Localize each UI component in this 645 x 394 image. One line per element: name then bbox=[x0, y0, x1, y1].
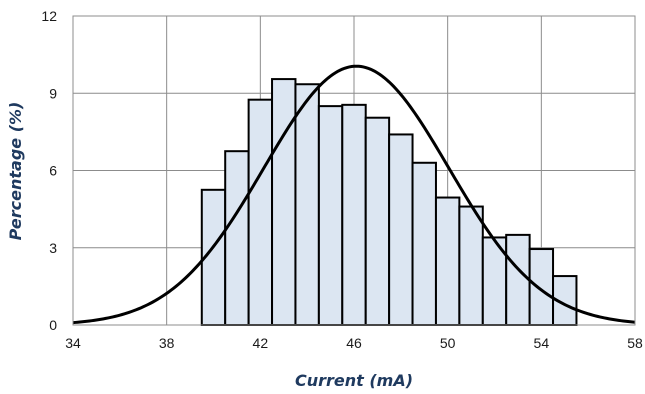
y-tick-label: 6 bbox=[49, 163, 57, 179]
y-axis-title: Percentage (%) bbox=[6, 102, 25, 241]
x-axis-title: Current (mA) bbox=[295, 371, 413, 390]
x-tick-label: 54 bbox=[534, 335, 550, 351]
x-tick-label: 50 bbox=[440, 335, 456, 351]
histogram-bar bbox=[411, 161, 437, 326]
y-tick-label: 9 bbox=[49, 85, 57, 101]
histogram-bar bbox=[434, 196, 461, 327]
x-tick-label: 46 bbox=[346, 335, 362, 351]
x-axis-ticks: 34 38 42 46 50 54 58 bbox=[65, 335, 643, 351]
histogram-bar bbox=[388, 133, 414, 326]
histogram-bar bbox=[317, 105, 344, 326]
histogram-bar bbox=[224, 150, 250, 326]
histogram-bar bbox=[528, 248, 555, 327]
histogram-bar bbox=[458, 205, 484, 326]
x-tick-label: 58 bbox=[627, 335, 643, 351]
histogram-bar bbox=[247, 98, 274, 326]
x-tick-label: 38 bbox=[159, 335, 175, 351]
histogram-bar bbox=[271, 78, 297, 327]
plot-frame bbox=[72, 15, 636, 326]
x-tick-label: 34 bbox=[65, 335, 81, 351]
normal-distribution-curve bbox=[72, 64, 636, 325]
histogram-bar bbox=[505, 233, 531, 326]
y-tick-label: 0 bbox=[49, 317, 57, 333]
y-tick-label: 3 bbox=[49, 240, 57, 256]
histogram-bars bbox=[200, 78, 578, 327]
y-tick-label: 12 bbox=[41, 8, 57, 24]
histogram-bar bbox=[364, 116, 391, 327]
histogram-bar bbox=[294, 83, 320, 326]
y-axis-ticks: 0 3 6 9 12 bbox=[41, 8, 57, 333]
histogram-bar bbox=[341, 103, 367, 327]
x-tick-label: 42 bbox=[253, 335, 269, 351]
